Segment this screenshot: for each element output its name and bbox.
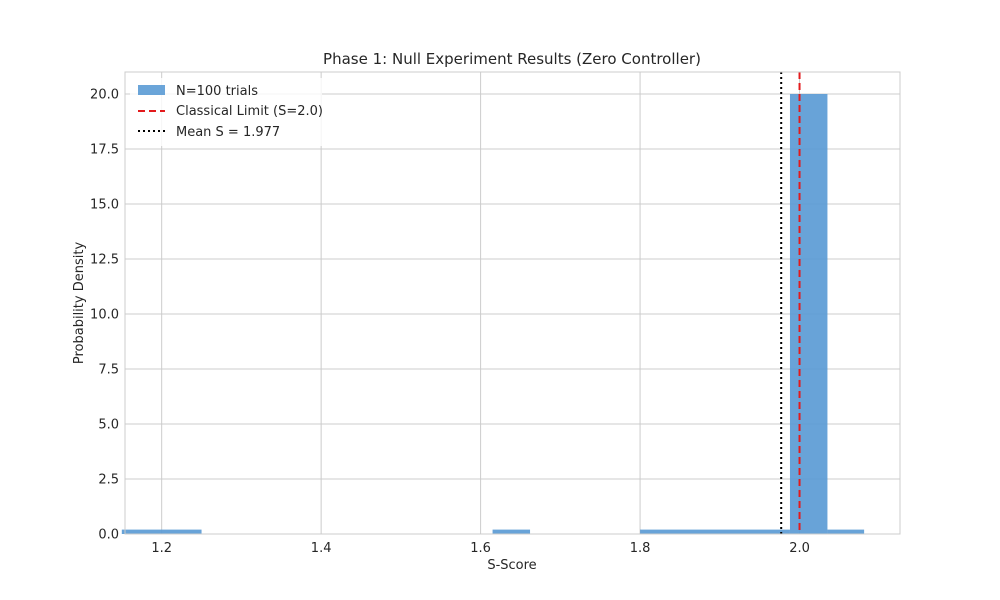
plot-frame	[124, 71, 901, 535]
y-tick-label: 15.0	[90, 198, 119, 213]
histogram-bar	[492, 529, 531, 534]
histogram-bar	[827, 529, 865, 534]
x-tick-labels: 1.2 1.4 1.6 1.8 2.0	[151, 541, 810, 556]
y-tick-label: 20.0	[90, 88, 119, 103]
x-axis-label: S-Score	[487, 558, 536, 573]
histogram-bar	[121, 529, 202, 534]
x-tick-label: 2.0	[789, 541, 810, 556]
y-tick-label: 7.5	[98, 363, 119, 378]
y-tick-labels: 0.0 2.5 5.0 7.5 10.0 12.5 15.0 17.5 20.0	[90, 88, 119, 543]
legend-label-classical-limit: Classical Limit (S=2.0)	[176, 104, 323, 119]
y-axis-label: Probability Density	[72, 242, 87, 365]
y-tick-label: 5.0	[98, 418, 119, 433]
grid-lines	[125, 72, 900, 535]
y-tick-label: 10.0	[90, 308, 119, 323]
x-tick-label: 1.6	[470, 541, 491, 556]
y-tick-label: 12.5	[90, 253, 119, 268]
legend-label-histogram: N=100 trials	[176, 84, 258, 99]
reference-lines	[780, 72, 801, 534]
y-tick-label: 2.5	[98, 473, 119, 488]
x-tick-label: 1.2	[151, 541, 172, 556]
legend: N=100 trials Classical Limit (S=2.0) Mea…	[130, 78, 323, 146]
y-tick-label: 17.5	[90, 143, 119, 158]
chart-title: Phase 1: Null Experiment Results (Zero C…	[323, 50, 701, 68]
x-tick-label: 1.4	[311, 541, 332, 556]
histogram-bar	[789, 94, 828, 534]
histogram-bar	[640, 529, 790, 534]
histogram-bars	[121, 94, 865, 534]
legend-swatch-histogram	[138, 85, 165, 95]
x-tick-label: 1.8	[630, 541, 651, 556]
legend-label-mean: Mean S = 1.977	[176, 125, 280, 140]
y-tick-label: 0.0	[98, 528, 119, 543]
